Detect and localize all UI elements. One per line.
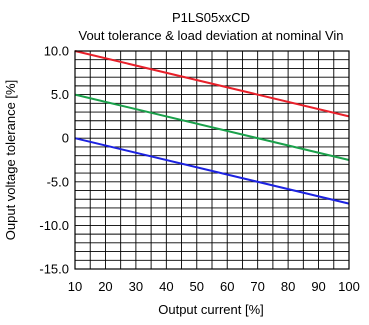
x-tick-label: 60 (220, 279, 234, 294)
y-axis-label: Ouput voltage tolerance [%] (3, 80, 18, 240)
x-tick-label: 20 (98, 279, 112, 294)
y-tick-label: -5.0 (47, 174, 69, 189)
x-tick-label: 100 (338, 279, 360, 294)
series-line-2 (74, 93, 350, 161)
chart-title: P1LS05xxCD (172, 10, 250, 25)
x-tick-label: 80 (281, 279, 295, 294)
grid (75, 51, 349, 269)
x-tick-label: 90 (311, 279, 325, 294)
y-axis-ticks: 10.0 5.0 0 -5.0 -10.0 -15.0 (39, 44, 69, 277)
x-tick-label: 10 (68, 279, 82, 294)
x-tick-label: 40 (159, 279, 173, 294)
plot-frame (74, 50, 350, 270)
y-tick-label: 0 (62, 131, 69, 146)
y-tick-label: 5.0 (51, 87, 69, 102)
x-tick-label: 30 (129, 279, 143, 294)
x-axis-label: Output current [%] (158, 302, 264, 317)
x-tick-label: 70 (250, 279, 264, 294)
series-line-3 (74, 137, 350, 205)
y-tick-label: -15.0 (39, 262, 69, 277)
series-group (74, 50, 350, 205)
chart-subtitle: Vout tolerance & load deviation at nomin… (79, 28, 344, 43)
x-tick-label: 50 (190, 279, 204, 294)
plot-border (74, 50, 350, 270)
x-axis-ticks: 10 20 30 40 50 60 70 80 90 100 (68, 279, 360, 294)
y-tick-label: 10.0 (44, 44, 69, 59)
series-line-1 (74, 50, 350, 118)
y-tick-label: -10.0 (39, 218, 69, 233)
